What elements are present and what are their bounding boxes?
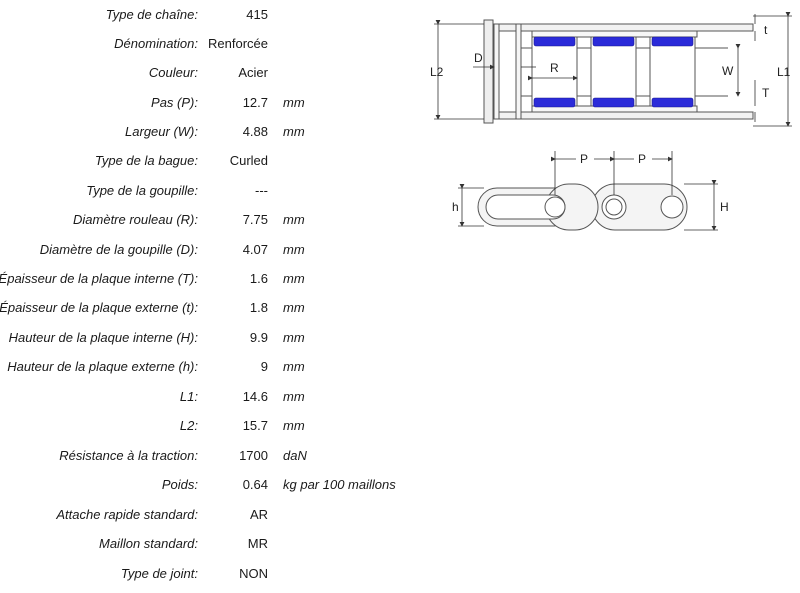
spec-row-l1: L1: 14.6 mm xyxy=(0,387,420,407)
spec-label: L1: xyxy=(179,389,198,404)
spec-unit: mm xyxy=(283,271,305,286)
spec-unit: daN xyxy=(283,448,307,463)
spec-label: Largeur (W): xyxy=(125,124,198,139)
chain-diagram: L2 D R W L1 t T P P h H xyxy=(430,12,792,231)
spec-unit: mm xyxy=(283,242,305,257)
spec-value: Acier xyxy=(238,65,268,80)
spec-unit: mm xyxy=(283,95,305,110)
spec-row-l2: L2: 15.7 mm xyxy=(0,416,420,436)
spec-value: MR xyxy=(247,536,268,551)
spec-row-pin-type: Type de la goupille: --- xyxy=(0,181,420,201)
spec-value: 0.64 xyxy=(242,477,268,492)
spec-unit: mm xyxy=(283,330,305,345)
label-w: W xyxy=(722,64,734,78)
spec-value: 9.9 xyxy=(249,330,268,345)
spec-value: 4.88 xyxy=(242,124,268,139)
spec-value: Renforcée xyxy=(208,36,268,51)
spec-label: Type de chaîne: xyxy=(105,7,198,22)
spec-row-seal-type: Type de joint: NON xyxy=(0,564,420,584)
spec-value: 1.6 xyxy=(249,271,268,286)
label-p-2: P xyxy=(638,152,646,166)
label-l2: L2 xyxy=(430,65,444,79)
label-t-big: T xyxy=(762,86,770,100)
top-view xyxy=(483,19,754,124)
spec-value: 4.07 xyxy=(242,242,268,257)
spec-row-width: Largeur (W): 4.88 mm xyxy=(0,122,420,142)
side-view-dimensions xyxy=(458,151,718,231)
spec-row-bushing-type: Type de la bague: Curled xyxy=(0,151,420,171)
spec-row-inner-plate-height: Hauteur de la plaque interne (H): 9.9 mm xyxy=(0,328,420,348)
spec-label: Type de joint: xyxy=(120,566,198,581)
spec-row-roller-diameter: Diamètre rouleau (R): 7.75 mm xyxy=(0,210,420,230)
spec-label: Résistance à la traction: xyxy=(59,448,198,463)
spec-unit: mm xyxy=(283,389,305,404)
spec-label: Attache rapide standard: xyxy=(56,507,198,522)
spec-row-chain-type: Type de chaîne: 415 xyxy=(0,5,420,25)
label-h-small: h xyxy=(452,200,459,214)
spec-row-pitch: Pas (P): 12.7 mm xyxy=(0,93,420,113)
spec-value: 7.75 xyxy=(242,212,268,227)
label-l1: L1 xyxy=(777,65,791,79)
spec-value: 1.8 xyxy=(249,300,268,315)
spec-value: AR xyxy=(249,507,268,522)
spec-label: Type de la bague: xyxy=(94,153,198,168)
spec-row-denomination: Dénomination: Renforcée xyxy=(0,34,420,54)
spec-row-inner-plate-thickness: Épaisseur de la plaque interne (T): 1.6 mm xyxy=(0,269,420,289)
side-view-labels: P P h H xyxy=(452,152,729,214)
spec-unit: mm xyxy=(283,212,305,227)
spec-label: Épaisseur de la plaque externe (t): xyxy=(0,300,198,315)
spec-label: Maillon standard: xyxy=(99,536,198,551)
spec-value: 1700 xyxy=(239,448,268,463)
spec-value: Curled xyxy=(229,153,268,168)
spec-label: Dénomination: xyxy=(114,36,198,51)
label-p-1: P xyxy=(580,152,588,166)
spec-label: Épaisseur de la plaque interne (T): xyxy=(0,271,198,286)
spec-value: 9 xyxy=(260,359,268,374)
spec-unit: mm xyxy=(283,359,305,374)
spec-value: NON xyxy=(239,566,268,581)
label-d: D xyxy=(474,51,483,65)
top-view-labels: L2 D R W L1 t T xyxy=(430,23,791,100)
spec-row-color: Couleur: Acier xyxy=(0,63,420,83)
spec-unit: mm xyxy=(283,124,305,139)
spec-row-quick-link: Attache rapide standard: AR xyxy=(0,505,420,525)
spec-label: Poids: xyxy=(161,477,198,492)
top-view-dimensions xyxy=(434,12,792,127)
spec-value: 14.6 xyxy=(242,389,268,404)
spec-value: 15.7 xyxy=(242,418,268,433)
spec-row-weight: Poids: 0.64 kg par 100 maillons xyxy=(0,475,420,495)
spec-row-pin-diameter: Diamètre de la goupille (D): 4.07 mm xyxy=(0,240,420,260)
spec-label: Diamètre de la goupille (D): xyxy=(39,242,198,257)
spec-label: Hauteur de la plaque externe (h): xyxy=(7,359,198,374)
spec-label: Pas (P): xyxy=(151,95,198,110)
side-view xyxy=(477,183,688,231)
spec-label: Couleur: xyxy=(148,65,198,80)
spec-value: 12.7 xyxy=(242,95,268,110)
spec-unit: mm xyxy=(283,418,305,433)
spec-row-outer-plate-height: Hauteur de la plaque externe (h): 9 mm xyxy=(0,357,420,377)
spec-row-outer-plate-thickness: Épaisseur de la plaque externe (t): 1.8 mm xyxy=(0,298,420,318)
spec-label: Type de la goupille: xyxy=(86,183,198,198)
spec-label: L2: xyxy=(179,418,198,433)
roller-highlights xyxy=(533,36,694,108)
spec-row-tensile-strength: Résistance à la traction: 1700 daN xyxy=(0,446,420,466)
label-t-small: t xyxy=(764,23,768,37)
spec-value: --- xyxy=(255,183,268,198)
spec-label: Hauteur de la plaque interne (H): xyxy=(8,330,198,345)
label-r: R xyxy=(550,61,559,75)
spec-unit: kg par 100 maillons xyxy=(283,477,396,492)
spec-unit: mm xyxy=(283,300,305,315)
label-h-big: H xyxy=(720,200,729,214)
spec-label: Diamètre rouleau (R): xyxy=(73,212,198,227)
spec-value: 415 xyxy=(246,7,268,22)
spec-row-standard-link: Maillon standard: MR xyxy=(0,534,420,554)
